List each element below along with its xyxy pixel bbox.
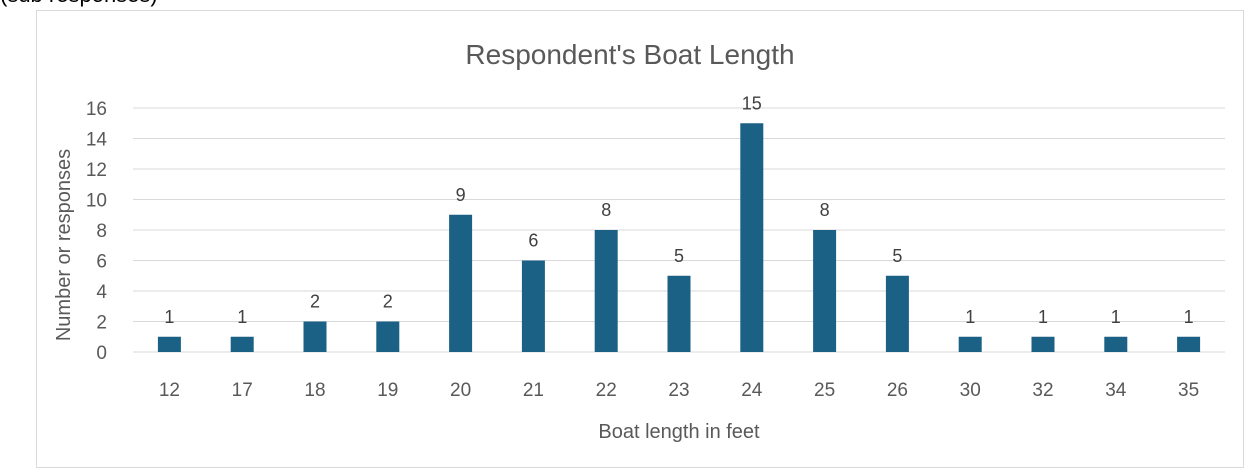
x-tick-label: 12	[159, 380, 180, 401]
bar	[885, 275, 909, 352]
x-tick-label: 32	[1032, 380, 1053, 401]
data-label: 1	[1038, 307, 1048, 327]
bar	[667, 275, 691, 352]
bars	[157, 123, 1201, 352]
x-tick-label: 17	[232, 380, 253, 401]
bar	[303, 321, 327, 352]
bar	[1104, 336, 1128, 352]
x-tick-label: 35	[1178, 380, 1199, 401]
bar	[230, 336, 254, 352]
data-label: 8	[601, 200, 611, 220]
x-axis-label: Boat length in feet	[598, 421, 760, 443]
bar	[813, 230, 837, 352]
x-tick-label: 34	[1105, 380, 1127, 401]
data-label: 1	[237, 307, 247, 327]
x-tick-label: 26	[887, 380, 908, 401]
data-label: 1	[164, 307, 174, 327]
bar	[740, 123, 764, 352]
y-axis-label: Number or responses	[53, 149, 75, 341]
data-label: 2	[383, 292, 393, 312]
x-tick-label: 24	[741, 380, 763, 401]
x-tick-label: 23	[668, 380, 689, 401]
x-tick-label: 18	[304, 380, 325, 401]
data-label: 1	[965, 307, 975, 327]
bar	[958, 336, 982, 352]
bar	[521, 260, 545, 352]
y-tick-labels: 0 2 4 6 8 10 12 14 16	[86, 99, 108, 364]
bar	[594, 230, 618, 352]
bar	[1031, 336, 1055, 352]
data-label: 8	[820, 200, 830, 220]
bar	[157, 336, 181, 352]
data-label: 5	[892, 246, 902, 266]
y-tick-label: 10	[86, 191, 107, 212]
x-tick-label: 20	[450, 380, 471, 401]
x-tick-label: 22	[596, 380, 617, 401]
data-label: 1	[1184, 307, 1194, 327]
x-tick-label: 21	[523, 380, 544, 401]
x-tick-label: 19	[377, 380, 398, 401]
y-tick-label: 8	[96, 221, 107, 242]
y-tick-label: 6	[96, 252, 107, 273]
data-label: 6	[528, 231, 538, 251]
y-tick-label: 16	[86, 99, 107, 120]
y-tick-label: 0	[96, 343, 107, 364]
y-tick-label: 2	[96, 313, 107, 334]
x-tick-labels: 12 17 18 19 20 21 22 23 24 25 26 30 32 34 35	[159, 380, 1199, 401]
data-label: 15	[742, 93, 762, 113]
x-tick-label: 25	[814, 380, 835, 401]
y-tick-label: 4	[96, 282, 107, 303]
chart-frame	[36, 10, 1244, 468]
bar	[1177, 336, 1201, 352]
y-tick-label: 12	[86, 160, 107, 181]
data-labels: 1 1 2 2 9 6 8 5 15 8 5 1 1 1 1	[164, 93, 1193, 327]
clipped-caption: (sub responses)	[0, 0, 158, 8]
bar	[449, 214, 473, 352]
data-label: 9	[456, 185, 466, 205]
chart-title: Respondent's Boat Length	[465, 39, 794, 70]
y-tick-label: 14	[86, 130, 108, 151]
bar	[376, 321, 400, 352]
data-label: 1	[1111, 307, 1121, 327]
x-tick-label: 30	[960, 380, 981, 401]
data-label: 5	[674, 246, 684, 266]
data-label: 2	[310, 292, 320, 312]
